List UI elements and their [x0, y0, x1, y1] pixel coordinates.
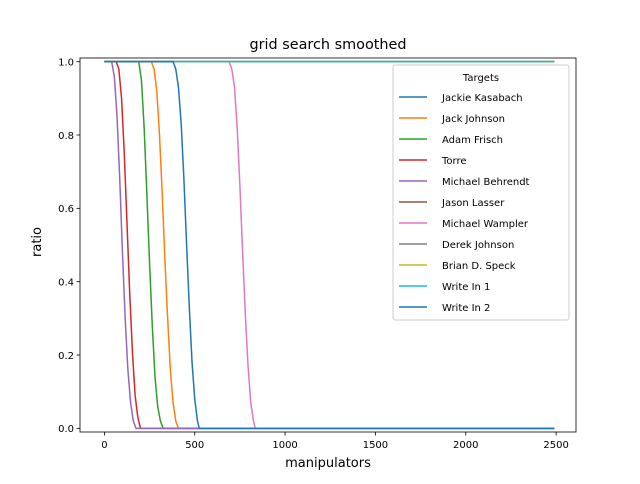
y-tick-label: 1.0	[58, 57, 74, 68]
y-tick-label: 0.4	[58, 277, 74, 288]
x-tick-label: 500	[185, 440, 204, 451]
series-line-3	[104, 60, 555, 430]
legend-box	[392, 64, 570, 321]
series-line-5	[104, 60, 555, 430]
legend-label-4: Torre	[441, 156, 467, 167]
chart-title: grid search smoothed	[249, 37, 406, 53]
legend-label-3: Adam Frisch	[442, 135, 503, 146]
x-axis-label: manipulators	[285, 456, 371, 471]
x-tick-label: 1500	[363, 440, 388, 451]
x-tick-label: 0	[101, 440, 107, 451]
plot-frame	[79, 57, 577, 433]
y-tick-label: 0.2	[58, 351, 74, 362]
series-line-2	[104, 60, 555, 430]
series-layer	[104, 60, 555, 430]
series-line-4	[104, 60, 555, 430]
x-tick-label: 2500	[543, 440, 568, 451]
x-tick-label: 1000	[272, 440, 297, 451]
series-line-7	[104, 60, 555, 430]
legend-label-2: Jack Johnson	[441, 114, 505, 125]
y-tick-label: 0.0	[58, 424, 74, 435]
legend-label-11: Write In 2	[442, 303, 490, 314]
x-tick-label: 2000	[453, 440, 478, 451]
y-axis-label: ratio	[30, 227, 45, 257]
legend-label-5: Michael Behrendt	[442, 177, 530, 188]
series-line-11	[104, 60, 555, 430]
legend-title: Targets	[462, 73, 499, 84]
y-tick-label: 0.8	[58, 131, 74, 142]
y-tick-label: 0.6	[58, 204, 74, 215]
legend-label-10: Write In 1	[442, 282, 490, 293]
legend: Targets Jackie Kasabach Jack Johnson Adam F…	[392, 64, 570, 321]
axes-layer: 0 500 1000 1500 2000 2500 0.0 0.2 0.4 0.6 0.8 1.0	[58, 57, 577, 451]
legend-label-9: Brian D. Speck	[442, 261, 516, 272]
legend-label-1: Jackie Kasabach	[441, 93, 523, 104]
legend-label-7: Michael Wampler	[442, 219, 529, 230]
legend-label-6: Jason Lasser	[441, 198, 505, 209]
legend-label-8: Derek Johnson	[442, 240, 514, 251]
